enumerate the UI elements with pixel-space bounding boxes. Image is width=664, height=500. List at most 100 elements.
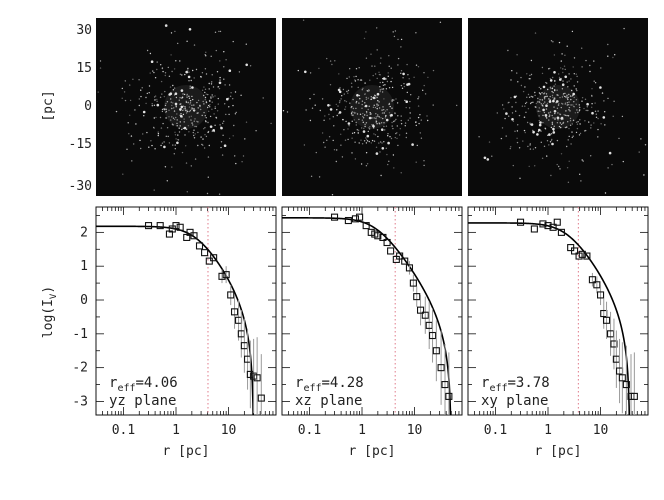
star (565, 110, 567, 112)
star (146, 131, 148, 134)
star (302, 19, 305, 21)
star (384, 110, 387, 112)
star (567, 139, 569, 141)
star (245, 121, 248, 123)
star (504, 117, 506, 120)
star (172, 144, 174, 146)
star (188, 71, 190, 73)
star (358, 102, 360, 104)
star (185, 128, 188, 130)
star (193, 110, 195, 112)
star (372, 106, 375, 109)
star (389, 115, 392, 118)
star (164, 104, 167, 107)
star (397, 64, 399, 66)
star (379, 151, 381, 153)
y-tick-label: 2 (80, 225, 88, 240)
star (155, 116, 157, 119)
star (600, 67, 602, 69)
star (510, 146, 512, 148)
star (375, 152, 379, 155)
star (585, 109, 587, 112)
star (524, 131, 526, 134)
star (381, 91, 384, 93)
star (161, 67, 164, 69)
star (365, 137, 367, 139)
star (367, 108, 369, 111)
star (223, 78, 225, 80)
data-point (190, 232, 198, 240)
star (530, 95, 532, 98)
star (557, 112, 559, 114)
star (173, 153, 175, 155)
x-tick-label: 10 (407, 423, 423, 438)
star (381, 112, 384, 114)
star (388, 112, 391, 114)
star (516, 141, 519, 144)
star (347, 92, 349, 94)
star (362, 117, 365, 119)
data-point (356, 213, 364, 221)
star (396, 125, 398, 127)
star (179, 60, 181, 62)
star (541, 157, 544, 159)
star (192, 131, 194, 134)
star (139, 139, 141, 142)
star (314, 104, 316, 106)
star (601, 92, 604, 94)
star (360, 139, 362, 141)
star (551, 114, 553, 117)
star (124, 80, 127, 82)
star (190, 165, 192, 167)
star (361, 127, 363, 129)
star (558, 125, 561, 128)
star (516, 130, 519, 132)
star (548, 133, 551, 136)
star (174, 30, 176, 33)
star (456, 104, 458, 107)
star (180, 105, 184, 109)
star (496, 112, 498, 114)
star (373, 104, 375, 107)
star (353, 119, 355, 121)
star (376, 103, 378, 105)
star (365, 31, 367, 33)
star (205, 93, 207, 95)
star (394, 112, 396, 115)
star (206, 192, 209, 195)
star (379, 123, 381, 125)
star (571, 136, 573, 139)
star (518, 114, 521, 117)
star (200, 76, 202, 78)
star (169, 86, 172, 88)
star (400, 72, 402, 75)
star (416, 144, 418, 147)
star (391, 121, 393, 124)
star (555, 102, 557, 104)
star (361, 100, 364, 102)
star (543, 92, 546, 94)
star (349, 68, 351, 70)
star (576, 127, 579, 130)
star (186, 110, 189, 113)
star (407, 82, 411, 86)
star (182, 109, 184, 112)
star (532, 148, 535, 150)
star (154, 148, 156, 150)
star (401, 87, 404, 90)
data-point (610, 340, 618, 348)
star (173, 87, 176, 89)
star (234, 155, 236, 157)
star (508, 101, 510, 104)
star (548, 115, 550, 118)
star (542, 102, 545, 105)
star (420, 119, 422, 121)
star (400, 84, 403, 87)
star (562, 80, 564, 82)
star (361, 119, 364, 121)
star (359, 113, 362, 116)
star (201, 72, 204, 74)
star (371, 139, 374, 142)
star (171, 123, 174, 125)
star (175, 96, 178, 99)
